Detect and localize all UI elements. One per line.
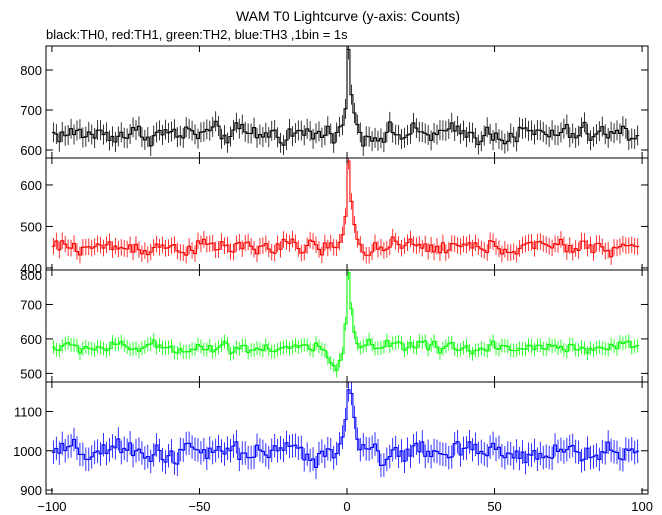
series-line-th2 [51,272,640,371]
series-line-th0 [51,48,640,147]
x-tick-label: −50 [188,499,210,514]
panels-group: 6007008004005006005006007008009001000110… [13,45,649,498]
x-tick-label: 0 [343,499,350,514]
y-tick-label: 500 [20,219,42,234]
panel-th2: 500 600 700 800 [20,268,649,383]
y-tick-label: 700 [20,297,42,312]
x-tick-label: −100 [37,499,66,514]
y-tick-label: 600 [20,178,42,193]
y-tick-label: 800 [20,268,42,283]
series-line-th1 [51,160,640,258]
x-axis: −100 −50 0 50 100 [37,499,653,514]
y-tick-label: 700 [20,103,42,118]
x-tick-label: 100 [631,499,653,514]
y-tick-label: 600 [20,332,42,347]
series-line-th3 [51,389,640,469]
y-tick-label: 800 [20,63,42,78]
panel-th1: 400 500 600 [20,157,649,276]
panel-th3: 900 1000 1100 [13,381,649,498]
y-tick-label: 1100 [14,404,42,419]
y-tick-label: 1000 [13,444,42,459]
y-tick-label: 500 [20,366,42,381]
chart-title: WAM T0 Lightcurve (y-axis: Counts) [236,8,460,24]
y-tick-label: 900 [20,483,42,498]
y-tick-label: 600 [20,143,42,158]
panel-th0: 600 700 800 [20,45,649,159]
y-tick-label: 400 [20,261,42,276]
x-tick-label: 50 [487,499,501,514]
chart-subtitle: black:TH0, red:TH1, green:TH2, blue:TH3 … [46,27,348,42]
